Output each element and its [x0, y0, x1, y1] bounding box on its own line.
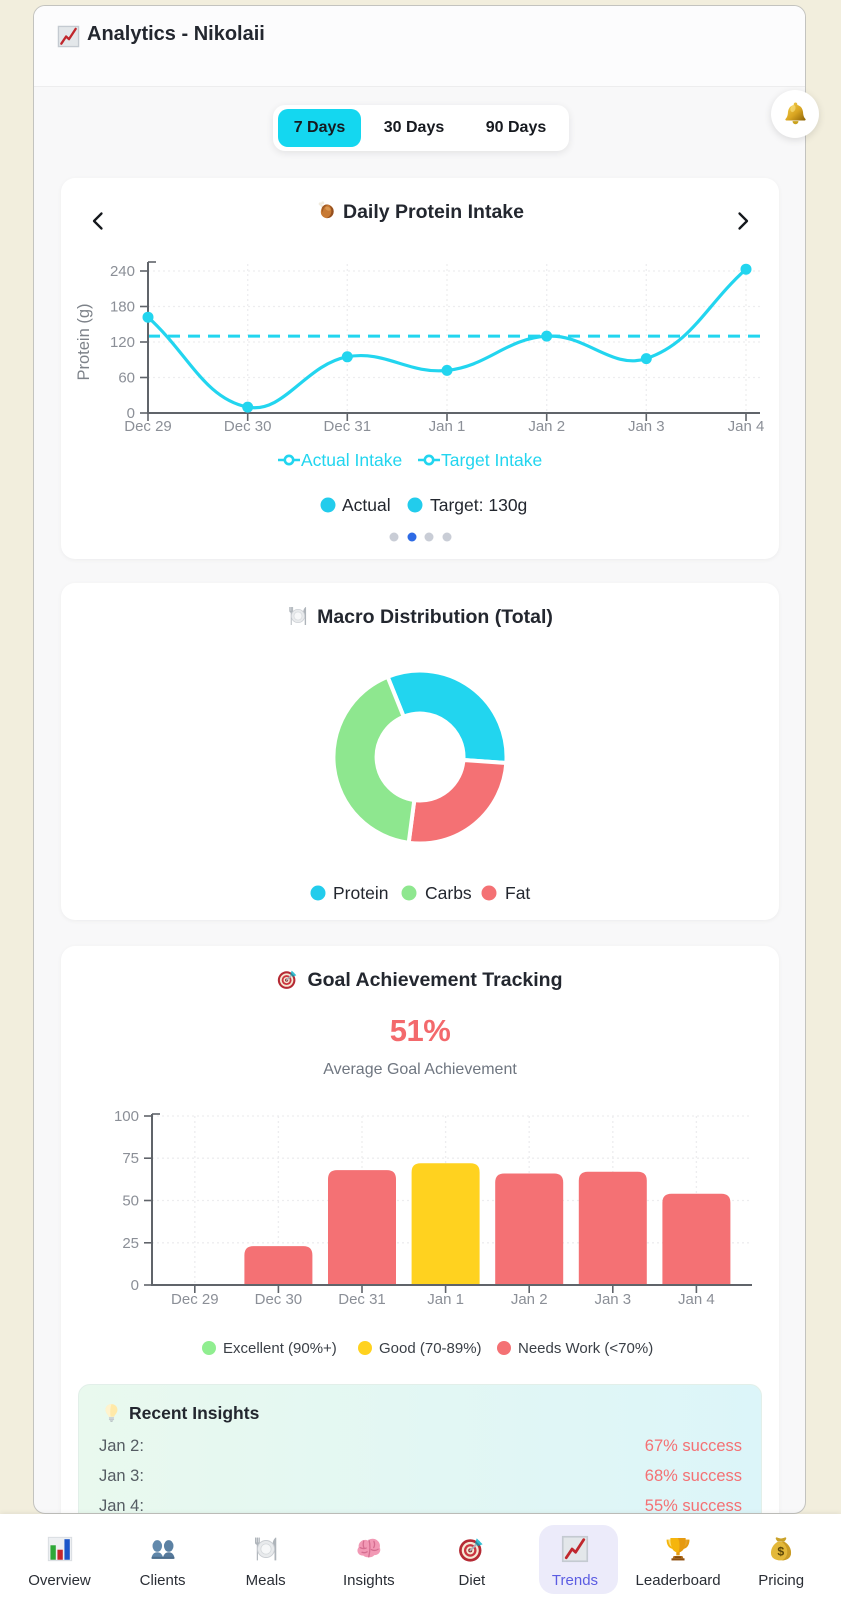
- svg-text:Dec 31: Dec 31: [324, 418, 372, 435]
- svg-text:0: 0: [127, 405, 135, 422]
- svg-text:Target: 130g: Target: 130g: [430, 495, 527, 515]
- svg-text:Jan 1: Jan 1: [427, 1291, 464, 1308]
- svg-text:100: 100: [114, 1108, 139, 1125]
- svg-text:75: 75: [122, 1150, 139, 1167]
- svg-text:25: 25: [122, 1235, 139, 1252]
- svg-text:180: 180: [110, 299, 135, 316]
- svg-text:Protein (g): Protein (g): [75, 303, 93, 380]
- svg-text:Protein: Protein: [333, 883, 388, 903]
- svg-text:120: 120: [110, 334, 135, 351]
- svg-text:Dec 29: Dec 29: [124, 418, 172, 435]
- svg-text:Jan 4: Jan 4: [678, 1291, 715, 1308]
- svg-text:Carbs: Carbs: [425, 883, 472, 903]
- svg-text:Needs Work (<70%): Needs Work (<70%): [518, 1340, 653, 1357]
- svg-text:$: $: [778, 1545, 785, 1559]
- svg-text:Dec 30: Dec 30: [224, 418, 272, 435]
- svg-text:Dec 29: Dec 29: [171, 1291, 219, 1308]
- svg-text:Jan 3: Jan 3: [628, 418, 665, 435]
- svg-text:Target Intake: Target Intake: [441, 450, 542, 470]
- svg-text:Jan 3: Jan 3: [594, 1291, 631, 1308]
- svg-text:50: 50: [122, 1193, 139, 1210]
- svg-text:Actual: Actual: [342, 495, 391, 515]
- svg-text:240: 240: [110, 263, 135, 280]
- svg-text:Jan 1: Jan 1: [429, 418, 466, 435]
- svg-text:Dec 30: Dec 30: [255, 1291, 303, 1308]
- svg-text:Fat: Fat: [505, 883, 530, 903]
- svg-text:Excellent (90%+): Excellent (90%+): [223, 1340, 337, 1357]
- svg-text:Actual Intake: Actual Intake: [301, 450, 402, 470]
- svg-text:Dec 31: Dec 31: [338, 1291, 386, 1308]
- svg-text:0: 0: [131, 1277, 139, 1294]
- svg-text:Jan 4: Jan 4: [728, 418, 765, 435]
- svg-text:60: 60: [118, 370, 135, 387]
- svg-text:Jan 2: Jan 2: [511, 1291, 548, 1308]
- svg-text:Jan 2: Jan 2: [528, 418, 565, 435]
- svg-text:Good (70-89%): Good (70-89%): [379, 1340, 482, 1357]
